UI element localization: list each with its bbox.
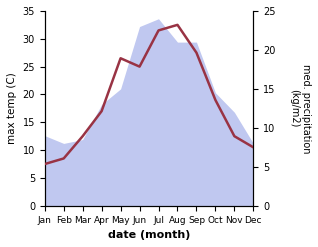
Y-axis label: max temp (C): max temp (C) (7, 72, 17, 144)
X-axis label: date (month): date (month) (108, 230, 190, 240)
Y-axis label: med. precipitation
(kg/m2): med. precipitation (kg/m2) (289, 64, 311, 153)
